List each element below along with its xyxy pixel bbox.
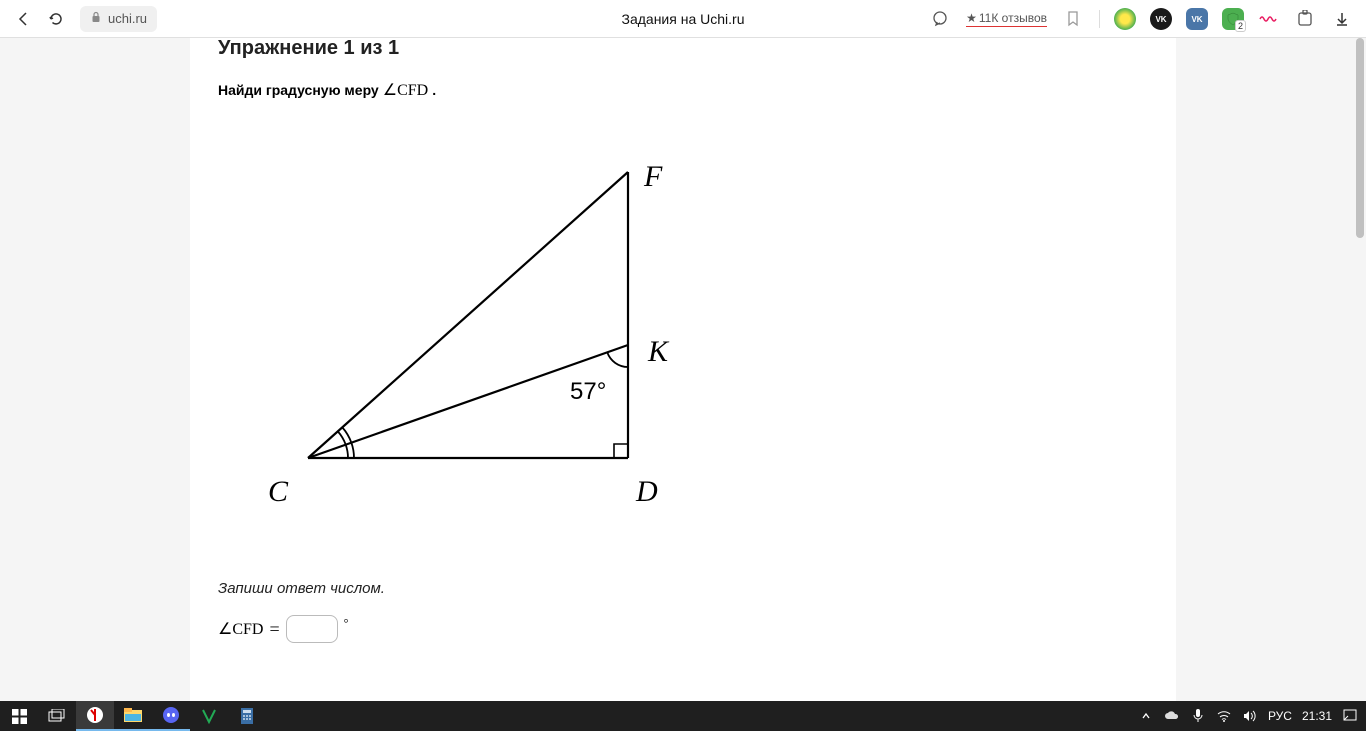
bookmark-icon[interactable] bbox=[1061, 7, 1085, 31]
taskbar-discord-icon[interactable] bbox=[152, 701, 190, 731]
question-angle: ∠CFD bbox=[383, 80, 428, 100]
tray-language[interactable]: РУС bbox=[1268, 709, 1292, 723]
taskbar: РУС 21:31 bbox=[0, 701, 1366, 731]
vertex-d-label: D bbox=[636, 475, 658, 509]
extension-puzzle-icon[interactable] bbox=[1294, 8, 1316, 30]
start-button[interactable] bbox=[0, 701, 38, 731]
tray-volume-icon[interactable] bbox=[1242, 708, 1258, 724]
page-viewport: Упражнение 1 из 1 Найди градусную меру ∠… bbox=[0, 38, 1366, 701]
extension-vk-dark-icon[interactable]: VK bbox=[1150, 8, 1172, 30]
diagram-container: F K C D 57° bbox=[218, 120, 1148, 560]
chat-icon[interactable] bbox=[928, 7, 952, 31]
answer-angle-label: ∠CFD bbox=[218, 619, 263, 639]
download-icon[interactable] bbox=[1330, 7, 1354, 31]
system-tray: РУС 21:31 bbox=[1138, 708, 1366, 724]
browser-toolbar: uchi.ru Задания на Uchi.ru ★ 11К отзывов… bbox=[0, 0, 1366, 38]
back-button[interactable] bbox=[12, 7, 36, 31]
page-title: Задания на Uchi.ru bbox=[622, 11, 745, 27]
url-box[interactable]: uchi.ru bbox=[80, 6, 157, 32]
url-text: uchi.ru bbox=[108, 11, 147, 26]
scrollbar[interactable] bbox=[1356, 38, 1364, 238]
question-suffix: . bbox=[432, 82, 436, 98]
content-card: Упражнение 1 из 1 Найди градусную меру ∠… bbox=[190, 38, 1176, 701]
extension-icon-1[interactable] bbox=[1114, 8, 1136, 30]
answer-input[interactable] bbox=[286, 615, 338, 643]
geometry-diagram: F K C D 57° bbox=[248, 150, 668, 520]
shield-badge: 2 bbox=[1235, 20, 1246, 32]
tray-chevron-icon[interactable] bbox=[1138, 708, 1154, 724]
tray-microphone-icon[interactable] bbox=[1190, 708, 1206, 724]
extension-shield-icon[interactable]: 2 bbox=[1222, 8, 1244, 30]
reload-button[interactable] bbox=[44, 7, 68, 31]
taskbar-calculator-icon[interactable] bbox=[228, 701, 266, 731]
taskbar-explorer-icon[interactable] bbox=[114, 701, 152, 731]
diagram-svg bbox=[248, 150, 668, 520]
vertex-c-label: C bbox=[268, 475, 288, 509]
tray-wifi-icon[interactable] bbox=[1216, 708, 1232, 724]
taskbar-app-v-icon[interactable] bbox=[190, 701, 228, 731]
exercise-header: Упражнение 1 из 1 bbox=[218, 38, 1148, 62]
tray-notifications-icon[interactable] bbox=[1342, 708, 1358, 724]
vertex-f-label: F bbox=[644, 160, 662, 194]
angle-value-label: 57° bbox=[570, 378, 606, 406]
extension-wave-icon[interactable] bbox=[1258, 8, 1280, 30]
separator bbox=[1099, 10, 1100, 28]
taskbar-left bbox=[0, 701, 266, 731]
reviews-text: 11К отзывов bbox=[979, 11, 1047, 25]
svg-text:VK: VK bbox=[1191, 15, 1202, 24]
tray-cloud-icon[interactable] bbox=[1164, 708, 1180, 724]
tray-clock[interactable]: 21:31 bbox=[1302, 709, 1332, 723]
task-view-button[interactable] bbox=[38, 701, 76, 731]
star-icon: ★ bbox=[966, 11, 977, 25]
extension-vk-blue-icon[interactable]: VK bbox=[1186, 8, 1208, 30]
svg-text:VK: VK bbox=[1155, 15, 1166, 24]
degree-symbol: ° bbox=[344, 616, 349, 631]
question-prefix: Найди градусную меру bbox=[218, 82, 379, 98]
equals-sign: = bbox=[269, 619, 279, 640]
browser-right-icons: ★ 11К отзывов VK VK 2 bbox=[928, 7, 1354, 31]
taskbar-yandex-icon[interactable] bbox=[76, 701, 114, 731]
lock-icon bbox=[90, 10, 102, 28]
answer-row: ∠CFD = ° bbox=[218, 615, 1148, 643]
hint-text: Запиши ответ числом. bbox=[218, 580, 1148, 597]
vertex-k-label: K bbox=[648, 335, 668, 369]
question-text: Найди градусную меру ∠CFD. bbox=[218, 80, 1148, 100]
reviews-link[interactable]: ★ 11К отзывов bbox=[966, 11, 1047, 27]
